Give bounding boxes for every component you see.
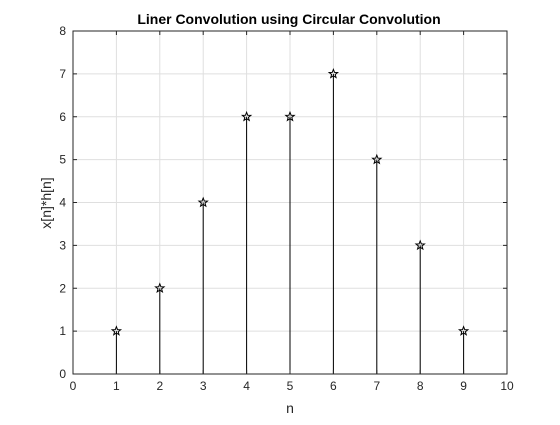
y-axis-label: x[n]*h[n]	[38, 177, 54, 228]
stem-marker	[110, 325, 123, 336]
x-tick-label: 4	[243, 379, 250, 393]
y-tick-label: 8	[59, 24, 66, 38]
x-tick-label: 9	[460, 379, 467, 393]
y-tick-label: 6	[59, 110, 66, 124]
stem-series	[110, 67, 470, 374]
axis-ticks: 0 1 2 3 4 5 6 7 8 9 10 0 1 2 3 4 5 6 7 8	[59, 24, 514, 393]
stem-marker	[414, 239, 426, 251]
y-tick-label: 3	[59, 238, 66, 252]
x-tick-label: 2	[156, 379, 163, 393]
stem-marker	[284, 110, 296, 122]
chart-title: Liner Convolution using Circular Convolu…	[137, 11, 440, 27]
stem-marker	[154, 282, 166, 294]
stem-marker	[240, 110, 253, 122]
y-tick-label: 2	[59, 281, 66, 295]
x-tick-label: 7	[373, 379, 380, 393]
stem-marker	[371, 153, 383, 165]
y-tick-label: 7	[59, 67, 66, 81]
x-tick-label: 5	[287, 379, 294, 393]
y-tick-label: 1	[59, 324, 66, 338]
stem-marker	[197, 196, 209, 208]
x-tick-label: 3	[200, 379, 207, 393]
y-tick-label: 0	[59, 367, 66, 381]
x-tick-label: 1	[113, 379, 120, 393]
y-tick-label: 5	[59, 153, 66, 167]
x-axis-label: n	[286, 400, 294, 416]
x-tick-label: 0	[70, 379, 77, 393]
stem-marker	[457, 325, 470, 336]
x-tick-label: 10	[500, 379, 514, 393]
x-tick-label: 8	[417, 379, 424, 393]
stem-marker	[327, 67, 340, 79]
x-tick-label: 6	[330, 379, 337, 393]
y-tick-label: 4	[59, 196, 66, 210]
